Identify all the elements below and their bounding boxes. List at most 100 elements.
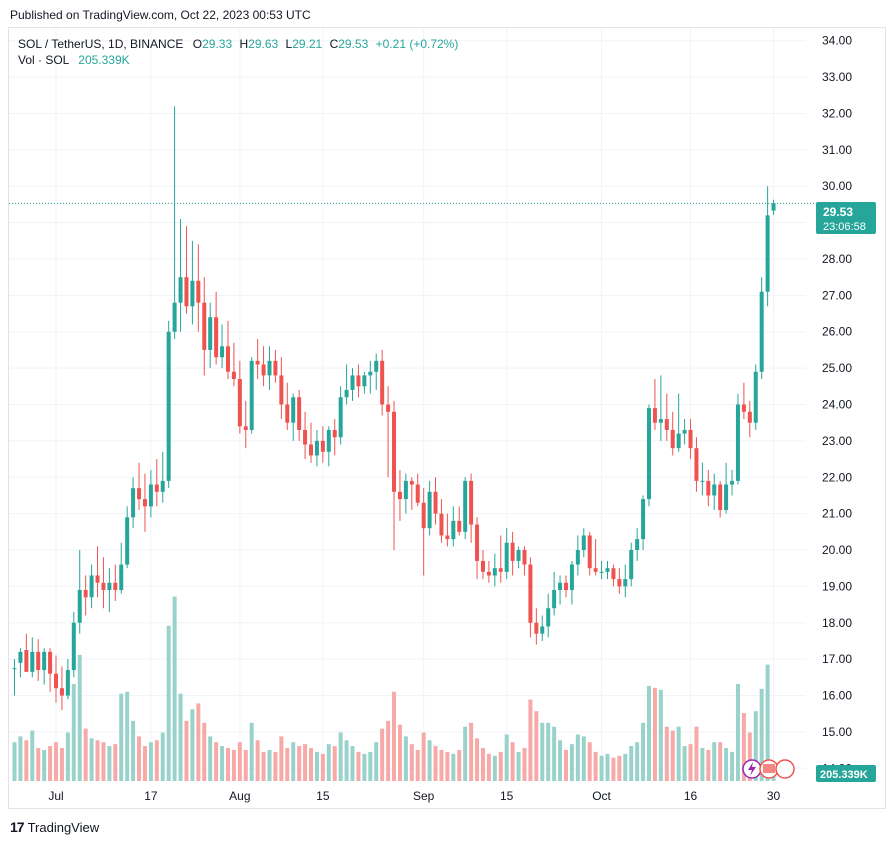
candle-body[interactable] — [95, 575, 100, 583]
candle-body[interactable] — [356, 375, 361, 387]
candle-body[interactable] — [504, 542, 509, 572]
candle-body[interactable] — [688, 429, 693, 449]
candle-body[interactable] — [718, 484, 723, 510]
candle-body[interactable] — [338, 397, 343, 438]
candle-body[interactable] — [172, 302, 177, 332]
candle-body[interactable] — [231, 371, 236, 380]
candle-body[interactable] — [558, 582, 563, 591]
candle-body[interactable] — [415, 484, 420, 503]
candle-body[interactable] — [510, 542, 515, 561]
candle-body[interactable] — [137, 488, 142, 500]
candle-body[interactable] — [611, 568, 616, 580]
candle-body[interactable] — [190, 280, 195, 307]
candle-body[interactable] — [724, 484, 729, 510]
candle-body[interactable] — [214, 317, 219, 358]
candle-body[interactable] — [225, 346, 230, 372]
candle-body[interactable] — [605, 568, 610, 572]
candle-body[interactable] — [641, 499, 646, 540]
candle-body[interactable] — [469, 480, 474, 525]
candle-body[interactable] — [427, 491, 432, 529]
candle-body[interactable] — [279, 375, 284, 405]
candle-body[interactable] — [65, 670, 70, 696]
candle-body[interactable] — [374, 360, 379, 372]
candle-body[interactable] — [403, 480, 408, 500]
candle-body[interactable] — [563, 582, 568, 591]
candle-body[interactable] — [765, 215, 770, 292]
candle-body[interactable] — [682, 429, 687, 434]
candle-body[interactable] — [107, 582, 112, 591]
candle-body[interactable] — [42, 651, 47, 671]
candle-body[interactable] — [303, 429, 308, 445]
candle-body[interactable] — [409, 480, 414, 485]
candle-body[interactable] — [131, 488, 136, 518]
candle-body[interactable] — [368, 371, 373, 376]
candle-body[interactable] — [386, 404, 391, 412]
candle-body[interactable] — [475, 524, 480, 561]
candle-body[interactable] — [166, 331, 171, 481]
candle-body[interactable] — [664, 419, 669, 430]
candle-body[interactable] — [36, 651, 41, 671]
candle-body[interactable] — [267, 360, 272, 376]
candle-body[interactable] — [285, 404, 290, 423]
candle-body[interactable] — [30, 651, 35, 672]
candle-body[interactable] — [741, 404, 746, 412]
candle-body[interactable] — [492, 568, 497, 576]
candle-body[interactable] — [18, 651, 23, 663]
candle-body[interactable] — [314, 440, 319, 456]
event-icon[interactable] — [775, 759, 795, 779]
candle-body[interactable] — [208, 317, 213, 350]
candle-body[interactable] — [522, 550, 527, 565]
candle-body[interactable] — [647, 408, 652, 500]
candle-body[interactable] — [528, 564, 533, 623]
candle-body[interactable] — [670, 429, 675, 449]
candle-body[interactable] — [652, 408, 657, 423]
candle-body[interactable] — [730, 480, 735, 485]
candle-body[interactable] — [113, 582, 118, 591]
candle-body[interactable] — [297, 397, 302, 430]
candle-body[interactable] — [397, 491, 402, 500]
candle-body[interactable] — [635, 539, 640, 551]
candle-body[interactable] — [71, 622, 76, 671]
candle-body[interactable] — [125, 517, 130, 565]
candle-body[interactable] — [457, 520, 462, 532]
candle-body[interactable] — [617, 579, 622, 587]
candle-body[interactable] — [160, 480, 165, 492]
candle-body[interactable] — [534, 622, 539, 634]
candle-body[interactable] — [392, 411, 397, 492]
candle-body[interactable] — [249, 360, 254, 430]
candle-body[interactable] — [486, 571, 491, 576]
candle-body[interactable] — [575, 550, 580, 565]
candle-body[interactable] — [581, 535, 586, 551]
candle-body[interactable] — [202, 302, 207, 350]
candle-body[interactable] — [101, 582, 106, 591]
candle-body[interactable] — [255, 360, 260, 365]
candle-body[interactable] — [747, 411, 752, 423]
candle-body[interactable] — [658, 419, 663, 423]
candle-body[interactable] — [706, 480, 711, 496]
candle-body[interactable] — [24, 650, 29, 672]
candle-body[interactable] — [676, 433, 681, 449]
candle-body[interactable] — [463, 480, 468, 532]
candle-body[interactable] — [753, 371, 758, 423]
footer-brand[interactable]: 17 TradingView — [10, 819, 99, 835]
candle-body[interactable] — [546, 608, 551, 627]
candle-body[interactable] — [89, 575, 94, 598]
candle-body[interactable] — [694, 448, 699, 481]
candle-body[interactable] — [759, 291, 764, 372]
candle-body[interactable] — [196, 280, 201, 303]
candle-body[interactable] — [540, 626, 545, 634]
candle-body[interactable] — [184, 277, 189, 307]
candle-body[interactable] — [273, 360, 278, 376]
chart-frame[interactable] — [8, 27, 886, 809]
candle-body[interactable] — [362, 375, 367, 387]
candle-body[interactable] — [291, 397, 296, 423]
candle-body[interactable] — [350, 375, 355, 390]
candle-body[interactable] — [569, 564, 574, 591]
candle-body[interactable] — [771, 203, 776, 211]
candle-body[interactable] — [220, 346, 225, 358]
candle-body[interactable] — [735, 404, 740, 481]
candle-body[interactable] — [623, 579, 628, 587]
candle-body[interactable] — [445, 535, 450, 540]
candle-body[interactable] — [552, 590, 557, 609]
candle-body[interactable] — [48, 651, 53, 674]
